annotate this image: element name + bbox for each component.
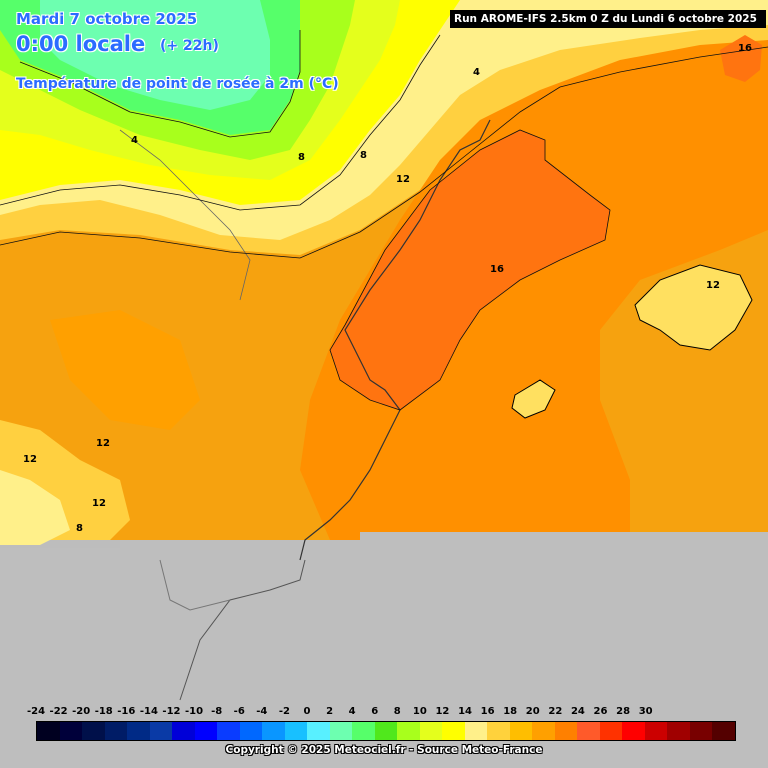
zone-lower-left-2 [0, 470, 70, 545]
border-line-3 [119, 129, 251, 301]
border-line [179, 559, 306, 701]
legend-swatch [262, 722, 285, 740]
legend-swatch [622, 722, 645, 740]
contour-label: 16 [490, 264, 504, 275]
legend-swatch [397, 722, 420, 740]
legend-swatch [59, 722, 83, 740]
legend-tick-labels: -24 -22 -20 -18 -16 -14 -12 -10 -8 -6 -4 -2 0 2 4 6 8 10 1… [27, 706, 736, 718]
legend-tick-label: -8 [211, 706, 223, 717]
forecast-time: 0:00 locale [16, 32, 146, 56]
legend-tick-label: 10 [412, 706, 427, 717]
legend-swatch [419, 722, 443, 740]
legend-tick-label: 14 [458, 706, 472, 717]
color-legend-bar [36, 721, 736, 741]
legend-swatch [307, 722, 330, 740]
contour-label: 16 [738, 43, 752, 54]
parameter-title: Température de point de rosée à 2m (°C) [16, 76, 339, 92]
contour-16 [329, 129, 611, 411]
legend-swatch [599, 722, 623, 740]
legend-tick-label: -14 [139, 706, 158, 717]
contour-4 [19, 30, 301, 138]
legend-swatch [577, 722, 600, 740]
island-mallorca [634, 264, 753, 351]
legend-swatch [172, 722, 195, 740]
legend-tick-label: 16 [480, 706, 495, 717]
contour-label: 12 [96, 438, 110, 449]
legend-tick-label: 18 [503, 706, 518, 717]
contour-12 [0, 46, 768, 259]
border-line-2 [159, 559, 231, 611]
legend-swatch [82, 722, 105, 740]
legend-swatch [712, 722, 735, 740]
legend-swatch [329, 722, 353, 740]
legend-tick-label: 12 [435, 706, 450, 717]
contour-8 [0, 34, 441, 211]
island-ibiza [511, 379, 556, 419]
legend-tick-label: -18 [94, 706, 113, 717]
legend-swatch [127, 722, 150, 740]
legend-swatch [442, 722, 465, 740]
legend-swatch [532, 722, 555, 740]
run-info-box: Run AROME-IFS 2.5km 0 Z du Lundi 6 octob… [450, 10, 766, 28]
contour-label: 4 [473, 67, 480, 78]
legend-tick-label: 28 [616, 706, 631, 717]
legend-swatch [104, 722, 128, 740]
legend-swatch [239, 722, 263, 740]
legend-tick-label: -10 [185, 706, 204, 717]
legend-tick-label: 8 [393, 706, 401, 717]
zone-inland [50, 310, 200, 430]
legend-swatch [509, 722, 533, 740]
legend-tick-label: 4 [348, 706, 356, 717]
zone-16-patch-ne [720, 35, 762, 82]
copyright-text: Copyright © 2025 Meteociel.fr - Source M… [225, 744, 543, 756]
zone-16-18 [330, 130, 610, 410]
legend-tick-label: 20 [525, 706, 540, 717]
legend-swatch [194, 722, 218, 740]
contour-label: 8 [360, 150, 367, 161]
legend-tick-label: -20 [72, 706, 91, 717]
legend-tick-label: -12 [162, 706, 181, 717]
forecast-offset: (+ 22h) [160, 38, 219, 54]
contour-label: 8 [76, 523, 83, 534]
contour-label: 12 [396, 174, 410, 185]
legend-tick-label: 6 [371, 706, 379, 717]
legend-swatch [374, 722, 398, 740]
no-data-area [0, 532, 768, 768]
legend-tick-label: 24 [570, 706, 585, 717]
zone-14-16-sea [300, 40, 768, 540]
legend-tick-label: -16 [117, 706, 136, 717]
legend-swatch [487, 722, 510, 740]
coastline [299, 119, 491, 561]
legend-tick-label: -2 [278, 706, 290, 717]
contour-label: 12 [23, 454, 37, 465]
contour-label: 4 [131, 135, 138, 146]
legend-swatch [217, 722, 240, 740]
legend-tick-label: -4 [256, 706, 268, 717]
legend-tick-label: 26 [593, 706, 608, 717]
contour-label: 12 [92, 498, 106, 509]
legend-tick-label: 2 [326, 706, 334, 717]
legend-tick-label: 22 [548, 706, 563, 717]
forecast-date: Mardi 7 octobre 2025 [16, 10, 198, 28]
legend-swatch [667, 722, 690, 740]
legend-tick-label: 0 [303, 706, 311, 717]
contour-label: 8 [298, 152, 305, 163]
legend-tick-label: 30 [638, 706, 653, 717]
legend-swatch [554, 722, 578, 740]
zone-0-2 [40, 0, 270, 110]
legend-swatch [464, 722, 488, 740]
legend-tick-label: -24 [26, 706, 46, 717]
contour-label: 12 [706, 280, 720, 291]
legend-swatch [37, 722, 60, 740]
legend-tick-label: -22 [49, 706, 68, 717]
legend-swatch [352, 722, 375, 740]
legend-swatch [689, 722, 713, 740]
legend-swatch [284, 722, 308, 740]
legend-swatch [644, 722, 668, 740]
legend-tick-label: -6 [233, 706, 245, 717]
legend-swatch [149, 722, 173, 740]
